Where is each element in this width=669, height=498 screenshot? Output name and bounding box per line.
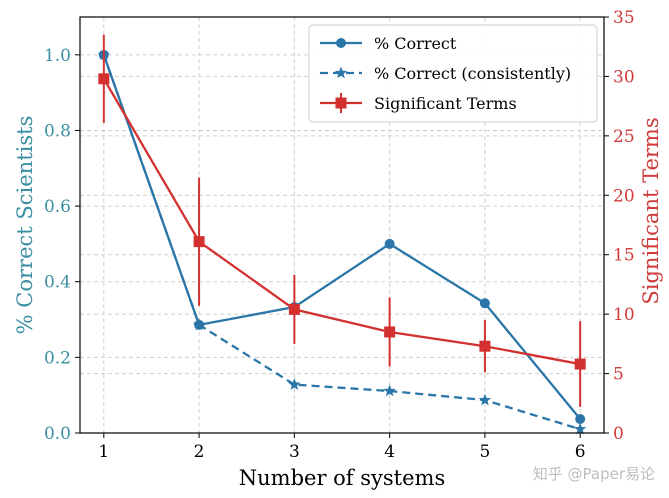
point-1-4	[478, 393, 492, 406]
x-axis: 1 2 3 4 5 6	[98, 433, 586, 462]
series-marks	[97, 34, 587, 435]
point-2-5	[574, 358, 586, 370]
point-1-1	[192, 318, 206, 331]
legend-box	[308, 24, 598, 123]
y-axis-right-label: Significant Terms	[639, 117, 663, 304]
series-line-1	[102, 54, 581, 431]
point-0-4	[479, 298, 490, 309]
legend-marker-2	[335, 97, 347, 109]
y-left-tick-label-4: 0.8	[44, 121, 71, 141]
x-tick-label-5: 6	[575, 442, 586, 462]
x-tick-label-0: 1	[98, 442, 109, 462]
point-1-3	[383, 384, 396, 397]
point-0-5	[575, 414, 586, 425]
y-right-tick-label-6: 30	[613, 67, 635, 87]
point-2-0	[98, 73, 110, 85]
point-2-4	[479, 340, 491, 352]
y-left-tick-label-5: 1.0	[44, 46, 71, 66]
y-right-tick-label-0: 0	[613, 424, 624, 444]
y-left-tick-label-0: 0.0	[44, 424, 71, 444]
x-tick-label-4: 5	[479, 442, 490, 462]
point-2-1	[193, 236, 205, 248]
y-left-tick-label-3: 0.6	[44, 197, 71, 217]
watermark: 知乎 @Paper易论	[532, 465, 655, 483]
y-right-tick-label-4: 20	[613, 186, 635, 206]
legend-label-1: % Correct (consistently)	[374, 64, 571, 83]
point-2-2	[288, 303, 300, 315]
x-tick-label-1: 2	[194, 442, 205, 462]
y-axis-left: 0.0 0.2 0.4 0.6 0.8 1.0	[44, 46, 80, 444]
y-axis-left-label: % Correct Scientists	[13, 116, 37, 335]
point-1-2	[288, 378, 301, 390]
legend-label-0: % Correct	[374, 34, 457, 53]
y-right-tick-label-1: 5	[613, 365, 624, 385]
legend: % Correct % Correct (consistently) Signifi…	[308, 24, 598, 123]
y-right-tick-label-3: 15	[613, 246, 635, 266]
plot-frame	[79, 16, 605, 434]
series-line-2	[102, 78, 581, 366]
legend-marker-1	[334, 66, 348, 79]
x-tick-label-2: 3	[289, 442, 300, 462]
legend-marker-0	[336, 38, 346, 48]
y-left-tick-label-1: 0.2	[44, 348, 71, 368]
y-right-tick-label-5: 25	[613, 127, 635, 147]
y-right-tick-label-7: 35	[613, 8, 635, 28]
x-tick-label-3: 4	[384, 442, 395, 462]
y-left-tick-label-2: 0.4	[44, 273, 71, 293]
y-axis-right: 0 5 10 15 20 25 30 35	[604, 8, 635, 444]
point-0-3	[384, 238, 395, 249]
series-lines	[102, 54, 582, 431]
y-right-tick-label-2: 10	[613, 305, 635, 325]
legend-label-2: Significant Terms	[374, 94, 517, 113]
point-2-3	[384, 326, 396, 338]
x-axis-label: Number of systems	[239, 466, 445, 490]
point-1-5	[574, 422, 587, 435]
